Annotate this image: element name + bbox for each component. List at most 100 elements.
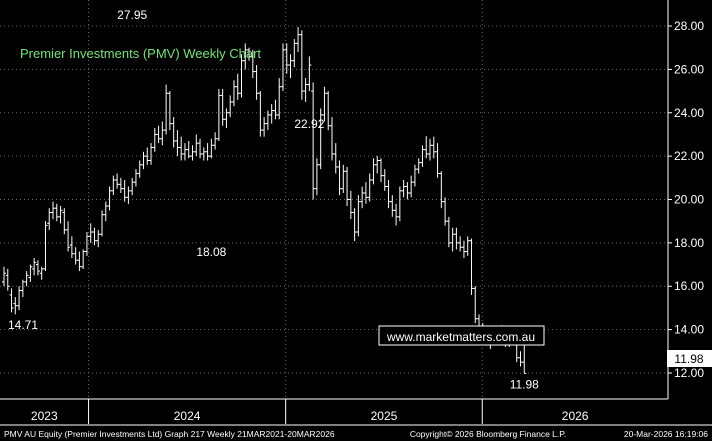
ohlc-bar (280, 43, 285, 92)
ohlc-bar (88, 223, 93, 243)
ohlc-bar (345, 166, 350, 207)
watermark-text[interactable]: www.marketmatters.com.au (386, 330, 535, 344)
ohlc-bar (450, 227, 455, 252)
ohlc-bar (209, 138, 214, 159)
ohlc-bar (454, 227, 459, 250)
ohlc-bar (190, 145, 195, 161)
ohlc-bar (201, 147, 206, 161)
ohlc-bar (348, 190, 353, 220)
y-tick-label: 28.00 (674, 19, 704, 33)
axis-ticks: 12.00 14.00 16.00 18.00 20.00 22.00 24.00 26.00… (31, 19, 704, 424)
ohlc-bar (296, 27, 301, 53)
ohlc-bar (314, 158, 319, 196)
price-annotations: 14.71 27.95 18.08 22.92 11.98 (8, 8, 539, 391)
ohlc-bar (156, 125, 161, 144)
y-tick-label: 22.00 (674, 149, 704, 163)
y-tick-label: 26.00 (674, 62, 704, 76)
ohlc-bar (518, 351, 523, 367)
ohlc-bar (473, 286, 478, 324)
ohlc-bar (465, 236, 470, 256)
ohlc-bar (92, 227, 97, 246)
ohlc-bar (250, 49, 255, 79)
ohlc-bar (167, 91, 172, 131)
ohlc-bar (394, 203, 399, 226)
ohlc-bar (179, 136, 184, 161)
ohlc-bar (17, 286, 22, 311)
ohlc-bar (277, 78, 282, 120)
ohlc-bar (2, 266, 6, 287)
chart-title: Premier Investments (PMV) Weekly Chart (20, 46, 261, 61)
price-annotation: 27.95 (117, 8, 147, 22)
ohlc-bar (356, 195, 361, 237)
ohlc-bar (363, 182, 368, 204)
ohlc-bar (258, 91, 263, 137)
ohlc-bars (2, 27, 527, 374)
ohlc-bar (360, 186, 365, 209)
ohlc-bar (5, 268, 10, 291)
watermark-box (378, 325, 545, 346)
ohlc-bar (235, 73, 240, 100)
ohlc-bar (326, 91, 331, 131)
ohlc-bar (51, 201, 56, 220)
price-annotation: 18.08 (196, 245, 226, 259)
ohlc-bar (24, 271, 29, 287)
y-tick-label: 18.00 (674, 236, 704, 250)
ohlc-bar (54, 203, 59, 222)
ohlc-bar (284, 43, 289, 74)
ohlc-bar (292, 39, 297, 68)
ohlc-bar (224, 108, 229, 128)
ohlc-bar (107, 186, 112, 211)
ohlc-bar (205, 143, 210, 161)
ohlc-bar (81, 249, 86, 269)
ohlc-bar (58, 206, 63, 224)
ohlc-bar (307, 56, 312, 92)
x-tick-label: 2026 (562, 409, 589, 423)
ohlc-bar (329, 117, 334, 161)
ohlc-bar (371, 158, 376, 185)
ohlc-bar (269, 104, 274, 124)
ohlc-bar (32, 258, 37, 276)
ohlc-bar (182, 143, 187, 161)
ohlc-bar (84, 232, 89, 256)
ohlc-bar (386, 179, 391, 209)
ohlc-bar (149, 143, 154, 165)
price-annotation: 22.92 (294, 117, 324, 131)
ohlc-bar (35, 260, 40, 276)
ohlc-bar (243, 43, 248, 70)
ohlc-bar (62, 208, 67, 235)
ohlc-bar (175, 130, 180, 157)
ohlc-bar (186, 140, 191, 159)
ohlc-bar (66, 221, 71, 252)
ohlc-bar (390, 195, 395, 217)
footer-right: 20-Mar-2026 16:19:06 (624, 429, 708, 439)
ohlc-bar (337, 160, 342, 196)
x-tick-label: 2024 (174, 409, 201, 423)
ohlc-bar (141, 151, 146, 170)
ohlc-bar (130, 177, 135, 196)
ohlc-bar (458, 236, 463, 252)
ohlc-bar (247, 47, 252, 61)
ohlc-bar (288, 54, 293, 79)
ohlc-bar (164, 84, 169, 135)
ohlc-bar (352, 208, 357, 242)
ohlc-bar (375, 156, 380, 174)
y-tick-label: 12.00 (674, 366, 704, 380)
ohlc-bar (443, 197, 448, 226)
ohlc-bar (115, 173, 120, 189)
ohlc-bar (382, 169, 387, 191)
ohlc-bar (118, 177, 123, 193)
ohlc-bar (318, 108, 323, 170)
ohlc-bar (333, 143, 338, 174)
ohlc-bar (198, 138, 203, 159)
ohlc-bar (228, 95, 233, 118)
ohlc-bar (409, 175, 414, 198)
ohlc-bar (446, 216, 451, 248)
ohlc-bar (9, 288, 14, 313)
ohlc-bar (133, 169, 138, 187)
ohlc-bar (96, 229, 101, 248)
ohlc-bar (469, 238, 474, 295)
y-tick-label: 24.00 (674, 106, 704, 120)
ohlc-bar (265, 110, 270, 131)
ohlc-bar (69, 236, 74, 259)
ohlc-bar (216, 88, 221, 141)
